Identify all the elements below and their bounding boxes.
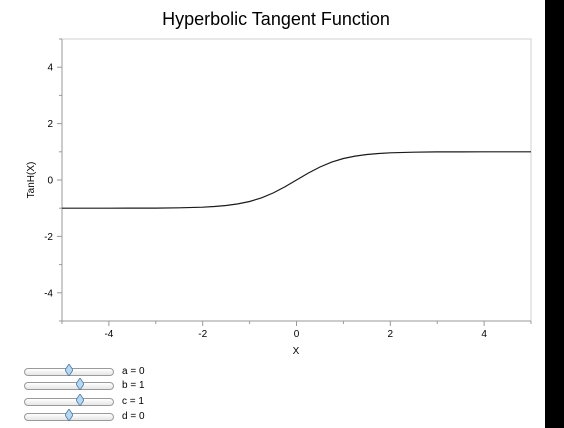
slider-a-row: a = 0	[24, 364, 184, 379]
slider-b-thumb[interactable]	[76, 378, 85, 390]
slider-b-row: b = 1	[24, 378, 184, 393]
y-tick-label: 2	[47, 119, 53, 130]
slider-a-label: a = 0	[122, 366, 145, 377]
graph-panel: Hyperbolic Tangent Function -4 -2 0 2 4 -4 -2…	[0, 0, 545, 428]
y-tick-label: -4	[44, 288, 53, 299]
slider-c-track[interactable]	[24, 398, 114, 406]
slider-d-thumb[interactable]	[65, 409, 73, 421]
slider-c-label: c = 1	[122, 396, 144, 407]
x-tick-label: 4	[481, 329, 487, 340]
x-tick-label: -2	[198, 329, 207, 340]
x-tick-label: 0	[294, 329, 300, 340]
slider-c-thumb[interactable]	[76, 394, 85, 406]
x-axis: -4 -2 0 2 4	[61, 320, 532, 340]
tanh-chart: Hyperbolic Tangent Function -4 -2 0 2 4 -4 -2…	[26, 9, 532, 357]
slider-d-row: d = 0	[24, 409, 184, 424]
slider-b-track[interactable]	[24, 382, 114, 390]
slider-a-thumb[interactable]	[65, 364, 73, 376]
slider-b-label: b = 1	[122, 380, 145, 391]
x-tick-label: 2	[388, 329, 394, 340]
x-tick-label: -4	[104, 329, 113, 340]
y-axis-label: TanH(X)	[26, 162, 37, 199]
slider-c-row: c = 1	[24, 394, 184, 409]
x-axis-label: X	[293, 346, 300, 357]
slider-d-label: d = 0	[122, 411, 145, 422]
y-axis: -4 -2 0 2 4	[44, 38, 63, 322]
chart-title: Hyperbolic Tangent Function	[162, 9, 390, 29]
y-tick-label: -2	[44, 232, 53, 243]
y-tick-label: 4	[47, 63, 53, 74]
tanh-curve	[62, 151, 531, 209]
y-tick-label: 0	[47, 176, 53, 187]
